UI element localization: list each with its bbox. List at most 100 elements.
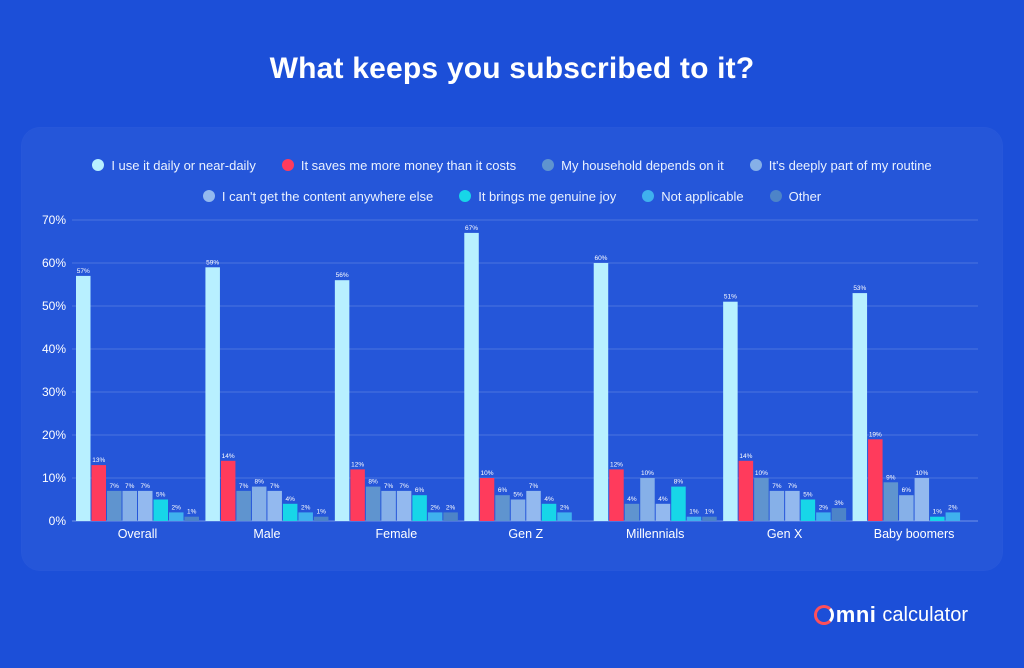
data-label: 7% [399,483,409,490]
legend-swatch [202,190,215,202]
chart-panel [22,128,1002,570]
bar [443,512,458,521]
legend-label: Other [788,188,822,204]
data-label: 1% [187,509,197,516]
data-label: 7% [529,483,539,490]
data-label: 14% [739,453,752,460]
x-tick-label: Male [253,527,280,541]
bar [122,490,137,521]
data-label: 9% [886,474,896,481]
data-label: 2% [948,504,958,511]
bar [334,280,350,521]
y-tick-label: 30% [42,385,66,399]
data-label: 19% [869,431,882,438]
y-tick-label: 10% [42,471,66,485]
data-label: 56% [336,272,349,279]
legend-item: It brings me genuine joy [459,189,616,204]
bar [930,516,945,521]
bar [396,490,412,521]
data-label: 7% [772,483,782,490]
bar [184,516,199,521]
x-tick-label: Baby boomers [874,527,955,541]
bar [816,512,831,521]
data-label: 8% [368,479,378,486]
data-label: 5% [803,492,813,499]
omni-calculator-logo: mni calculator [813,602,968,628]
bar [624,503,640,521]
legend-item: I use it daily or near-daily [92,158,256,173]
legend-label: It saves me more money than it costs [300,157,517,173]
data-label: 67% [465,225,478,232]
data-label: 6% [902,487,912,494]
data-label: 1% [933,509,943,516]
brand-calculator: calculator [882,603,968,626]
data-label: 2% [172,504,182,511]
data-label: 7% [384,483,394,490]
bar [769,490,785,521]
bar [365,486,381,521]
legend-item: Other [769,188,822,204]
data-label: 59% [206,259,219,266]
data-label: 6% [498,487,508,494]
data-label: 51% [724,294,737,301]
data-label: 12% [610,461,623,468]
data-label: 7% [125,483,135,490]
bar [738,460,754,521]
legend-item: Not applicable [642,189,744,204]
bar [914,478,930,521]
data-label: 2% [819,504,829,511]
data-label: 8% [674,479,684,486]
legend-swatch [542,159,555,171]
bar [655,503,671,521]
x-tick-label: Gen X [767,527,803,541]
bar [868,439,883,521]
bar [609,469,624,521]
bar [899,495,914,521]
legend-swatch [281,159,294,171]
bar [785,490,800,521]
brand-omni: mni [813,602,877,628]
legend-item: I can't get the content anywhere else [202,189,433,204]
data-label: 1% [316,509,326,516]
bar [298,512,313,521]
legend-item: It saves me more money than it costs [281,157,517,173]
legend-item: My household depends on it [542,158,724,173]
legend-swatch [642,190,655,202]
omni-o-icon [813,605,834,625]
data-label: 2% [301,504,311,511]
bar [671,486,686,521]
data-label: 4% [627,496,637,503]
x-tick-label: Millennials [626,527,684,541]
data-label: 6% [415,487,425,494]
data-label: 4% [658,496,668,503]
bar [557,512,572,521]
bar [138,490,153,521]
legend-label: I use it daily or near-daily [111,157,256,173]
data-label: 2% [560,504,570,511]
bar [220,460,236,521]
data-label: 8% [254,479,264,486]
data-label: 7% [239,483,249,490]
bar [205,267,220,521]
bar [153,499,168,521]
bar [76,275,91,521]
data-label: 5% [156,492,166,499]
data-label: 12% [351,461,364,468]
bar [754,478,769,521]
data-label: 7% [788,483,798,490]
legend-swatch [92,159,105,171]
bar [852,293,868,521]
bar [169,512,184,521]
legend-swatch [459,190,472,202]
data-label: 4% [544,496,554,503]
bar [723,301,738,521]
bar [350,469,365,521]
legend-item: It's deeply part of my routine [749,158,932,173]
bar [313,516,329,521]
x-tick-label: Overall [118,527,158,541]
bar [831,508,847,521]
legend-row-2: I can't get the content anywhere else It … [0,186,1024,206]
data-label: 13% [92,457,105,464]
bar [495,495,510,521]
